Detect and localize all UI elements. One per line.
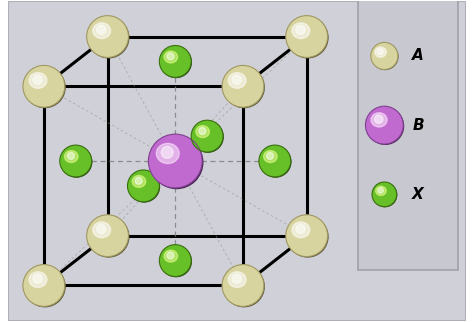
Ellipse shape (292, 23, 310, 39)
Circle shape (60, 145, 91, 177)
Circle shape (287, 17, 328, 59)
Circle shape (128, 170, 159, 202)
Circle shape (222, 265, 264, 306)
Circle shape (23, 265, 65, 306)
Circle shape (148, 134, 202, 188)
Circle shape (373, 183, 397, 207)
Text: B: B (412, 118, 424, 133)
Ellipse shape (29, 73, 47, 88)
Circle shape (371, 43, 398, 70)
Circle shape (128, 171, 160, 203)
Circle shape (223, 266, 265, 308)
Ellipse shape (228, 73, 246, 88)
Circle shape (287, 216, 328, 258)
Circle shape (260, 146, 292, 178)
Ellipse shape (228, 272, 246, 288)
Ellipse shape (156, 143, 179, 164)
Ellipse shape (164, 250, 178, 262)
Circle shape (61, 146, 92, 178)
Circle shape (87, 215, 128, 257)
Circle shape (223, 66, 265, 108)
Circle shape (97, 25, 106, 34)
Circle shape (191, 120, 223, 152)
Circle shape (160, 46, 192, 78)
Ellipse shape (196, 126, 210, 137)
Ellipse shape (93, 23, 110, 39)
Ellipse shape (264, 151, 277, 163)
Ellipse shape (132, 175, 146, 187)
Circle shape (33, 274, 42, 283)
Circle shape (88, 17, 129, 59)
Circle shape (135, 177, 142, 184)
Ellipse shape (375, 47, 386, 57)
Text: A: A (412, 48, 424, 63)
Circle shape (161, 147, 173, 158)
Circle shape (167, 53, 174, 60)
Text: X: X (412, 187, 424, 202)
Circle shape (199, 128, 206, 135)
Circle shape (97, 224, 106, 233)
Circle shape (365, 106, 403, 144)
Circle shape (159, 45, 191, 77)
Circle shape (150, 136, 203, 189)
Circle shape (167, 252, 174, 259)
Ellipse shape (371, 113, 387, 127)
Circle shape (378, 188, 383, 193)
Circle shape (296, 224, 305, 233)
Ellipse shape (292, 222, 310, 238)
Circle shape (159, 245, 191, 277)
Circle shape (377, 49, 383, 55)
Circle shape (232, 274, 241, 283)
Circle shape (222, 65, 264, 107)
Circle shape (160, 245, 192, 277)
Ellipse shape (29, 272, 47, 288)
Circle shape (192, 121, 224, 153)
Circle shape (67, 152, 74, 159)
Circle shape (366, 107, 404, 145)
Circle shape (24, 266, 66, 308)
FancyBboxPatch shape (8, 1, 466, 321)
Circle shape (374, 115, 383, 123)
Circle shape (87, 16, 128, 57)
Ellipse shape (93, 222, 110, 238)
FancyBboxPatch shape (358, 0, 458, 270)
Circle shape (259, 145, 291, 177)
Circle shape (266, 152, 273, 159)
Circle shape (286, 16, 328, 57)
Circle shape (232, 75, 241, 84)
Circle shape (296, 25, 305, 34)
Ellipse shape (376, 186, 386, 195)
Ellipse shape (164, 51, 178, 63)
Circle shape (23, 65, 65, 107)
Circle shape (24, 66, 66, 108)
Circle shape (372, 182, 397, 207)
Circle shape (372, 43, 399, 70)
Circle shape (88, 216, 129, 258)
Circle shape (33, 75, 42, 84)
Ellipse shape (64, 151, 78, 163)
Circle shape (286, 215, 328, 257)
